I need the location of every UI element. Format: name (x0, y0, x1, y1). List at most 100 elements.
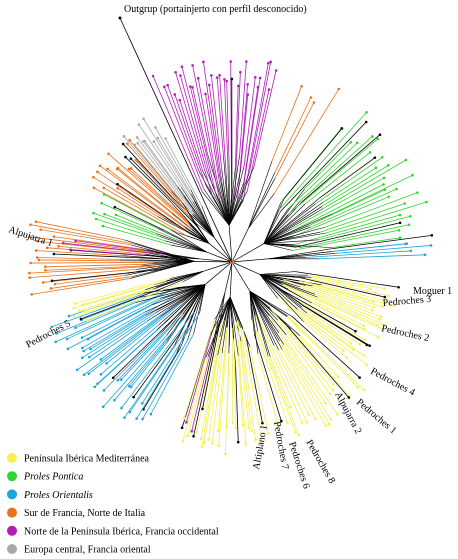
tip (120, 406, 123, 410)
branch (263, 239, 319, 244)
tip (96, 382, 99, 385)
branch (53, 236, 147, 251)
tip (126, 142, 129, 145)
tip (368, 151, 372, 154)
branch (143, 141, 184, 197)
tip (82, 349, 85, 353)
branch (304, 141, 352, 190)
branch (29, 268, 137, 279)
branch (141, 312, 200, 404)
branch (130, 341, 168, 388)
legend-label: Península Ibérica Mediterránea (24, 454, 150, 465)
tip (411, 173, 414, 177)
tip (224, 452, 227, 456)
branch (208, 320, 225, 440)
branch (309, 189, 386, 226)
tip (88, 355, 91, 359)
branch (114, 319, 184, 401)
tip (365, 111, 368, 114)
branch (108, 153, 191, 226)
tip (196, 76, 200, 80)
branch (157, 137, 192, 195)
tip (80, 356, 84, 360)
branch (164, 271, 204, 288)
tip (44, 268, 47, 272)
branch (318, 157, 376, 199)
branch (228, 191, 248, 226)
branch (268, 315, 338, 415)
tip (398, 236, 402, 240)
branch (224, 261, 233, 293)
branch (248, 160, 273, 229)
branch (128, 168, 190, 224)
legend-label: Norte de la Península Ibérica, Francia o… (24, 526, 219, 537)
tip (154, 126, 157, 129)
branch (135, 284, 206, 295)
branch (302, 307, 360, 345)
branch (263, 243, 293, 251)
branch (249, 290, 280, 334)
branch (43, 272, 128, 283)
branch (237, 355, 244, 426)
branch (63, 242, 166, 255)
branch (45, 265, 141, 271)
tip-label: Moguer 1 (413, 286, 452, 297)
branch (274, 88, 340, 194)
branch (263, 228, 292, 244)
legend-label: Sur de Francia, Norte de Italia (24, 508, 146, 519)
branch (169, 271, 203, 279)
branch (259, 274, 308, 314)
tip (345, 356, 349, 360)
branch (259, 274, 308, 276)
tip (365, 343, 369, 347)
tip (370, 308, 374, 312)
tip (191, 86, 194, 89)
branch (194, 284, 206, 312)
branch (307, 274, 385, 289)
tip (383, 323, 386, 327)
tip (92, 211, 95, 215)
tip (336, 413, 339, 416)
tip (429, 244, 433, 247)
tip (207, 437, 211, 441)
tip (102, 193, 106, 196)
branch (259, 274, 300, 282)
tip (180, 65, 184, 69)
tip (135, 417, 138, 420)
branch (228, 173, 250, 226)
branch (263, 203, 306, 244)
tip (250, 429, 253, 433)
branch (249, 290, 284, 323)
tip (77, 309, 81, 312)
branch (249, 290, 279, 321)
branch (257, 331, 296, 433)
tip (136, 160, 139, 163)
tip (143, 139, 147, 143)
branch (228, 183, 230, 226)
tip (186, 434, 190, 438)
tip (140, 402, 144, 405)
tip (356, 385, 360, 389)
branch (201, 191, 230, 226)
tip (300, 85, 303, 88)
branch (192, 87, 209, 156)
branches (28, 60, 434, 456)
tip (223, 78, 226, 81)
tip (374, 166, 378, 170)
legend-swatch (7, 544, 17, 554)
branch (243, 87, 259, 183)
branch (294, 214, 401, 245)
branch (305, 285, 374, 308)
branch (242, 328, 263, 443)
branch (103, 187, 187, 237)
branch (280, 121, 367, 212)
branch (37, 257, 139, 261)
tip (398, 213, 402, 217)
tip (371, 135, 374, 138)
branch (290, 328, 351, 397)
tip (149, 412, 153, 416)
tip (349, 140, 353, 144)
branch (249, 290, 271, 309)
branch (285, 293, 366, 341)
branch (263, 231, 321, 244)
